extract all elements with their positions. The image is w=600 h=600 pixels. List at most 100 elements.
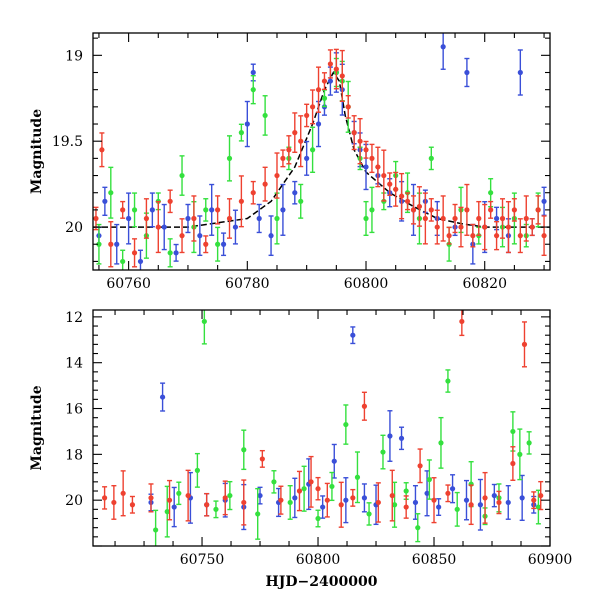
data-point: [185, 215, 191, 222]
data-point: [488, 190, 494, 196]
data-point: [529, 224, 535, 230]
data-point: [176, 490, 182, 496]
data-point: [331, 458, 337, 464]
data-point: [111, 499, 117, 506]
data-point: [278, 497, 284, 503]
x-tick-label: 60760: [106, 276, 151, 292]
data-point: [403, 504, 409, 510]
data-point: [315, 486, 321, 492]
data-point: [333, 66, 339, 72]
y-tick-label: 14: [65, 356, 83, 372]
data-point: [493, 215, 500, 222]
data-point: [361, 495, 368, 501]
data-point: [363, 215, 369, 222]
data-point: [482, 495, 488, 501]
data-point: [259, 456, 265, 462]
data-point: [286, 147, 292, 153]
data-point: [357, 138, 363, 144]
data-point: [381, 172, 387, 179]
data-point: [309, 104, 316, 110]
data-point: [369, 207, 375, 213]
data-point: [301, 486, 307, 492]
data-point: [280, 207, 286, 213]
data-point: [280, 155, 286, 161]
data-point: [120, 490, 126, 496]
data-point: [287, 499, 293, 506]
data-point: [517, 69, 523, 76]
data-point: [244, 121, 250, 127]
data-point: [148, 495, 154, 501]
data-point: [463, 497, 470, 503]
x-tick-label: 60850: [412, 552, 457, 568]
data-point: [431, 497, 437, 503]
data-point: [250, 69, 256, 76]
data-point: [327, 61, 334, 67]
data-point: [209, 207, 215, 213]
data-point: [179, 172, 185, 179]
data-point: [459, 318, 465, 325]
data-point: [226, 215, 233, 222]
data-point: [363, 164, 369, 170]
x-tick-label: 60780: [225, 276, 270, 292]
data-point: [232, 224, 239, 230]
data-point: [213, 506, 219, 512]
data-point: [458, 224, 464, 230]
data-point: [535, 504, 542, 510]
data-point: [403, 488, 409, 494]
data-point: [449, 486, 456, 492]
data-point: [96, 241, 102, 247]
data-point: [173, 250, 179, 256]
top-panel-light-curve: 60760 60780 60800 60820 19 19.5 20 Magnitude: [29, 32, 551, 292]
y-tick-label: 19.5: [52, 134, 83, 150]
data-point: [445, 490, 451, 496]
data-point: [197, 233, 203, 239]
data-point: [468, 502, 474, 508]
plot-area: [93, 33, 550, 270]
data-point: [398, 435, 405, 441]
data-point: [256, 215, 262, 222]
data-point: [292, 495, 298, 501]
data-point: [380, 449, 386, 455]
data-point: [241, 447, 247, 453]
data-point: [426, 476, 432, 483]
data-point: [404, 198, 411, 204]
data-point: [521, 341, 528, 347]
data-point: [315, 121, 322, 127]
data-point: [510, 460, 516, 467]
y-tick-label: 20: [65, 220, 83, 236]
y-axis-label: Magnitude: [29, 109, 45, 194]
data-point: [274, 172, 280, 179]
y-tick-label: 18: [65, 447, 83, 463]
data-point: [470, 233, 476, 239]
x-tick-label: 60800: [344, 276, 389, 292]
data-point: [531, 497, 537, 503]
data-point: [338, 502, 344, 508]
data-point: [482, 224, 488, 230]
bottom-panel-light-curve: 60750 60800 60850 60900 12 14 16 18 20 Magnitude H…: [29, 309, 572, 590]
model-curve: [93, 71, 550, 228]
data-point: [440, 215, 446, 222]
data-point: [351, 130, 357, 136]
data-point: [387, 433, 393, 439]
data-point: [120, 258, 126, 265]
data-point: [345, 104, 351, 110]
data-point: [304, 155, 310, 161]
axes-frame: [92, 309, 551, 547]
data-point: [201, 318, 207, 325]
data-point: [329, 483, 335, 490]
data-point: [363, 147, 369, 153]
data-point: [505, 224, 512, 230]
data-point: [308, 479, 314, 485]
data-point: [410, 207, 417, 213]
data-point: [375, 164, 381, 170]
data-point: [519, 495, 525, 501]
data-point: [161, 224, 167, 230]
data-point: [417, 463, 423, 469]
data-point: [369, 155, 375, 161]
data-point: [222, 495, 228, 501]
series-1: [153, 310, 542, 546]
data-point: [391, 502, 398, 508]
data-point: [101, 495, 108, 501]
data-point: [108, 190, 114, 196]
y-axis-label: Magnitude: [29, 385, 45, 470]
